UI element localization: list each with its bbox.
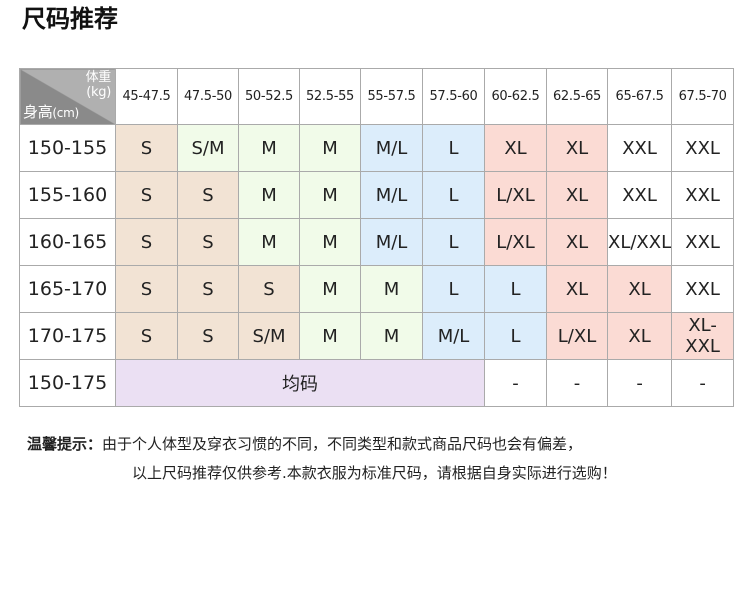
size-cell: S [177,265,239,313]
size-cell: M/L [360,124,423,172]
weight-column-header: 52.5-55 [299,68,361,125]
size-cell: S [115,124,178,172]
size-cell: XXL [671,124,735,172]
weight-column-header: 67.5-70 [671,68,735,125]
size-cell: S [177,218,239,266]
size-cell: M [238,218,300,266]
size-chart-table: 体重 (kg) 身高(cm) 45-47.5 47.5-50 50-52.5 52.5-… [19,68,735,407]
weight-column-header: 57.5-60 [422,68,485,125]
size-cell: S/M [238,312,300,360]
table-row: 155-160 S S M M M/L L L/XL XL XXL XXL [19,171,735,219]
corner-header: 体重 (kg) 身高(cm) [19,68,116,125]
tip-label: 温馨提示： [27,435,103,453]
table-row: 170-175 S S S/M M M M/L L L/XL XL XL-XXL [19,312,735,360]
size-cell: S [177,171,239,219]
size-cell: L [422,218,485,266]
table-row: 150-155 S S/M M M M/L L XL XL XXL XXL [19,124,735,172]
size-cell: M [238,124,300,172]
size-cell: XL [606,265,673,313]
size-cell: S [115,312,178,360]
size-cell: L/XL [546,312,608,360]
weight-column-header: 55-57.5 [360,68,423,125]
height-row-header: 160-165 [19,218,116,266]
free-size-cell: 均码 [115,359,485,407]
size-cell: M [299,171,361,219]
size-cell: - [484,359,547,407]
size-cell: XL-XXL [671,312,735,360]
size-cell: - [671,359,735,407]
size-cell: L [484,265,547,313]
weight-column-header: 45-47.5 [115,68,178,125]
size-cell: - [546,359,608,407]
size-cell: XL [606,312,673,360]
height-row-header: 150-175 [19,359,116,407]
weight-column-header: 60-62.5 [484,68,547,125]
size-cell: M [238,171,300,219]
size-cell: XXL [671,265,735,313]
size-cell: M/L [360,218,423,266]
size-cell: XL [546,124,608,172]
header-row: 体重 (kg) 身高(cm) 45-47.5 47.5-50 50-52.5 52.5-… [19,68,735,125]
weight-column-header: 50-52.5 [238,68,300,125]
height-row-header: 150-155 [19,124,116,172]
height-row-header: 155-160 [19,171,116,219]
size-cell: M/L [360,171,423,219]
height-unit: (cm) [52,106,79,120]
size-cell: L/XL [484,171,547,219]
size-cell: M/L [422,312,485,360]
weight-column-header: 65-67.5 [606,68,673,125]
size-cell: XL [546,265,608,313]
size-cell: M [299,218,361,266]
size-cell: XL [484,124,547,172]
size-cell: M [299,312,361,360]
table-row: 150-175 均码 - - - - [19,359,735,407]
size-cell: S [115,265,178,313]
size-cell: XXL [606,171,673,219]
size-cell: M [299,265,361,313]
size-cell: L [422,171,485,219]
size-cell: S [238,265,300,313]
size-cell: M [360,312,423,360]
page-title: 尺码推荐 [22,5,118,33]
size-cell: XL/XXL [606,218,673,266]
height-row-header: 170-175 [19,312,116,360]
size-cell: L [484,312,547,360]
size-cell: XXL [671,218,735,266]
height-row-header: 165-170 [19,265,116,313]
size-cell: XL [546,171,608,219]
tip-line-1: 由于个人体型及穿衣习惯的不同，不同类型和款式商品尺码也会有偏差， [102,435,583,453]
table-row: 160-165 S S M M M/L L L/XL XL XL/XXL XXL [19,218,735,266]
size-cell: XXL [606,124,673,172]
size-cell: S [177,312,239,360]
height-label: 身高 [23,103,53,121]
size-cell: M [299,124,361,172]
size-cell: S [115,218,178,266]
size-cell: L/XL [484,218,547,266]
size-cell: S [115,171,178,219]
size-cell: L [422,265,485,313]
size-cell: - [606,359,673,407]
size-cell: L [422,124,485,172]
size-cell: XL [546,218,608,266]
weight-label: 体重 [85,70,112,85]
weight-unit: (kg) [86,85,111,100]
weight-column-header: 62.5-65 [546,68,608,125]
size-cell: M [360,265,423,313]
tip-note: 温馨提示：由于个人体型及穿衣习惯的不同，不同类型和款式商品尺码也会有偏差， 以上… [27,430,617,488]
size-cell: XXL [671,171,735,219]
weight-column-header: 47.5-50 [177,68,239,125]
size-cell: S/M [177,124,239,172]
tip-line-2: 以上尺码推荐仅供参考.本款衣服为标准尺码，请根据自身实际进行选购！ [132,464,617,482]
table-row: 165-170 S S S M M L L XL XL XXL [19,265,735,313]
